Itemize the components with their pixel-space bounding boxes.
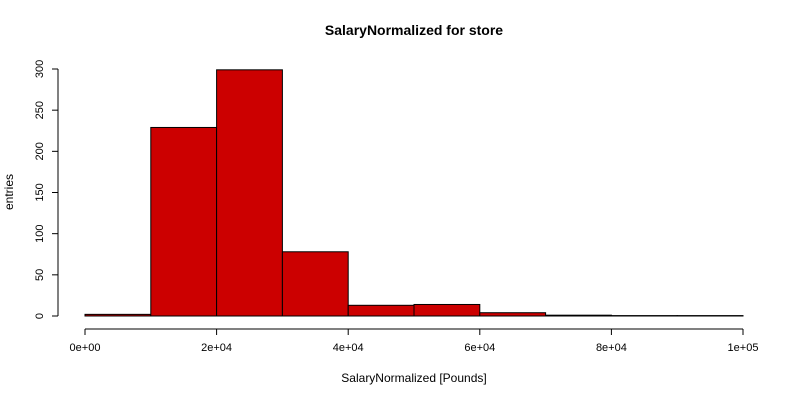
histogram-bar	[150, 126, 218, 317]
y-tick-label: 50	[34, 269, 46, 281]
x-tick-label: 4e+04	[333, 342, 364, 354]
histogram-bar	[545, 314, 612, 317]
bars-group	[84, 69, 744, 317]
x-tick-label: 8e+04	[596, 342, 627, 354]
histogram-bar	[281, 251, 349, 317]
histogram-bar	[479, 312, 547, 317]
y-tick-label: 300	[34, 60, 46, 78]
y-tick-label: 200	[34, 142, 46, 160]
y-axis-label: entries	[2, 174, 16, 210]
x-axis-label: SalaryNormalized [Pounds]	[341, 371, 486, 385]
histogram-bar	[347, 304, 415, 317]
histogram-bar	[413, 303, 481, 317]
y-tick-label: 250	[34, 101, 46, 119]
histogram-bar	[84, 313, 152, 317]
y-tick-label: 0	[34, 313, 46, 319]
y-tick-label: 100	[34, 224, 46, 242]
x-tick-label: 0e+00	[70, 342, 101, 354]
y-tick-label: 150	[34, 183, 46, 201]
x-tick-label: 1e+05	[728, 342, 759, 354]
x-tick-label: 6e+04	[464, 342, 495, 354]
y-axis: 0 50 100 150 200 250 300	[34, 60, 59, 319]
chart-title: SalaryNormalized for store	[325, 22, 503, 38]
x-axis: 0e+00 2e+04 4e+04 6e+04 8e+04 1e+05	[70, 328, 759, 354]
x-tick-label: 2e+04	[201, 342, 232, 354]
histogram-bar	[216, 69, 283, 317]
